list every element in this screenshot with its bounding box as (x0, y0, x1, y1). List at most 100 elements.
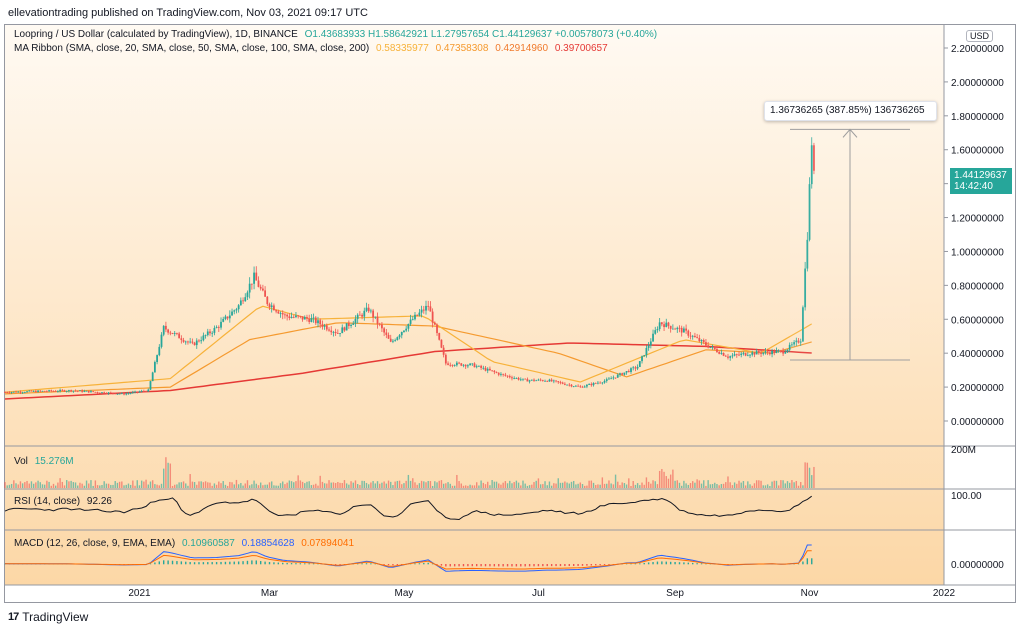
volume-bar (575, 484, 577, 488)
volume-bar (645, 477, 648, 488)
volume-bar (584, 485, 586, 488)
volume-bar (469, 484, 471, 488)
volume-bar (147, 484, 149, 488)
candle-body (533, 379, 535, 381)
macd-histogram-bar (374, 563, 377, 565)
volume-bar (231, 482, 233, 488)
rsi-legend: RSI (14, close) 92.26 (14, 496, 116, 507)
candle-body (261, 288, 264, 291)
ma100-value: 0.42914960 (495, 43, 549, 54)
macd-histogram-bar (484, 564, 487, 567)
candle-body (220, 321, 222, 328)
macd-legend: MACD (12, 26, close, 9, EMA, EMA) 0.1096… (14, 538, 358, 549)
candle-body (116, 393, 119, 395)
volume-bar (332, 482, 335, 488)
macd-histogram-bar (811, 558, 813, 565)
candle-body (771, 350, 773, 355)
currency-button[interactable]: USD (966, 30, 994, 42)
candle-body (290, 316, 293, 318)
volume-bar (277, 485, 280, 488)
candle-body (799, 341, 802, 343)
y-tick-label: 0.60000000 (951, 315, 1004, 326)
volume-bar (641, 482, 643, 488)
volume-bar (436, 482, 438, 488)
macd-histogram-bar (282, 562, 284, 565)
macd-histogram-bar (674, 562, 676, 565)
volume-bar (533, 482, 535, 488)
candle-body (39, 390, 42, 392)
volume-bar (301, 481, 304, 488)
measure-arrow-icon (842, 128, 858, 138)
symbol-legend: Loopring / US Dollar (calculated by Trad… (14, 29, 661, 40)
volume-bar (354, 480, 357, 488)
volume-bar (420, 480, 423, 488)
candle-body (6, 392, 9, 393)
macd-histogram-bar (286, 562, 288, 565)
volume-bar (138, 485, 141, 488)
candle-body (242, 300, 244, 302)
candle-body (530, 379, 533, 381)
candle-body (85, 390, 88, 392)
candle-body (312, 317, 315, 319)
volume-bar (257, 485, 260, 488)
candle-body (87, 390, 90, 393)
candle-body (308, 318, 311, 322)
candle-body (17, 391, 20, 393)
volume-bar (632, 481, 634, 488)
macd-histogram-bar (308, 563, 310, 565)
candle-body (378, 323, 381, 325)
candle-body (233, 310, 236, 312)
volume-bar (509, 480, 511, 488)
macd-histogram-bar (643, 562, 645, 565)
volume-bar (592, 482, 595, 488)
volume-bar (156, 484, 158, 488)
volume-bar (692, 481, 694, 488)
macd-histogram-bar (392, 564, 394, 566)
candle-body (541, 380, 544, 382)
volume-bar (215, 484, 218, 488)
candle-body (98, 392, 101, 394)
candle-body (508, 376, 511, 378)
volume-bar (716, 484, 718, 488)
macd-label: MACD (12, 26, close, 9, EMA, EMA) (14, 538, 176, 549)
candle-body (52, 390, 55, 392)
ma20-value: 0.58335977 (375, 43, 429, 54)
volume-bar (577, 483, 579, 488)
candle-body (762, 352, 765, 354)
volume-bar (500, 484, 502, 488)
volume-bar (290, 481, 293, 488)
volume-bar (37, 480, 39, 488)
candle-body (751, 352, 754, 355)
volume-bar (134, 485, 136, 488)
volume-bar (720, 484, 723, 488)
macd-histogram-bar (295, 563, 297, 565)
volume-bar (625, 484, 628, 488)
volume-bar (676, 480, 678, 488)
candle-body (740, 353, 743, 356)
candle-body (19, 391, 22, 393)
candle-body (374, 316, 377, 318)
rsi-line (4, 495, 812, 521)
volume-bar (522, 480, 524, 488)
candle-body (471, 363, 474, 365)
candle-body (810, 145, 813, 185)
candle-body (156, 355, 158, 363)
candle-body (561, 382, 564, 384)
candle-body (246, 292, 249, 298)
volume-bar (339, 482, 341, 488)
volume-bar (546, 485, 548, 488)
candle-body (376, 316, 379, 324)
candle-body (552, 380, 555, 382)
candle-body (286, 314, 289, 317)
macd-histogram-bar (387, 564, 390, 566)
volume-bar (731, 485, 734, 488)
macd-histogram-bar (220, 561, 222, 565)
candle-body (588, 384, 591, 385)
candle-body (336, 333, 339, 334)
candle-body (138, 391, 141, 393)
candle-body (158, 346, 161, 356)
x-tick-label: Mar (261, 588, 279, 599)
candle-body (749, 354, 751, 356)
candle-body (273, 305, 275, 311)
volume-bar (705, 485, 707, 488)
